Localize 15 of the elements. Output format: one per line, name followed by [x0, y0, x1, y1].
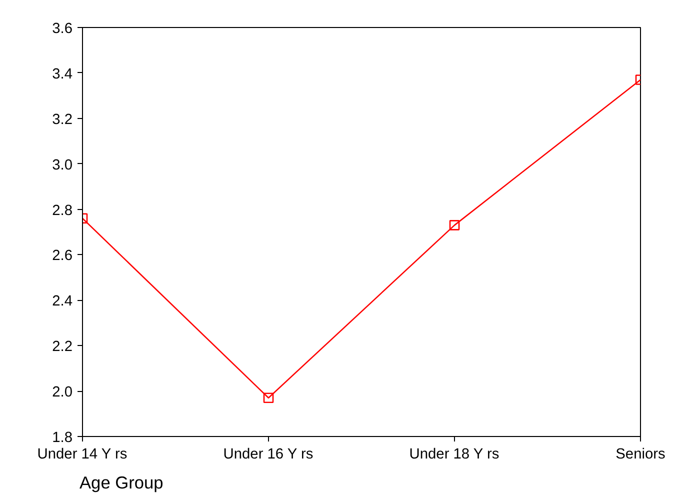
y-tick-label: 3.4 — [52, 66, 72, 82]
y-tick-label: 3.6 — [52, 21, 72, 37]
x-axis-title: Age Group — [80, 472, 164, 492]
y-tick-label: 2.8 — [52, 202, 72, 219]
y-tick-label: 2.2 — [52, 339, 72, 356]
x-tick-label: Seniors — [616, 446, 666, 462]
y-tick-label: 2.6 — [52, 248, 72, 264]
y-tick-label: 2.4 — [52, 294, 72, 310]
y-tick-label: 3.2 — [52, 112, 72, 128]
y-tick-label: 3.0 — [52, 157, 72, 174]
x-tick-label: Under 14 Y rs — [37, 446, 128, 462]
y-tick-label: 1.8 — [52, 430, 72, 446]
y-tick-label: 2.0 — [52, 384, 72, 401]
x-tick-label: Under 18 Y rs — [409, 446, 500, 462]
x-tick-label: Under 16 Y rs — [223, 446, 314, 462]
